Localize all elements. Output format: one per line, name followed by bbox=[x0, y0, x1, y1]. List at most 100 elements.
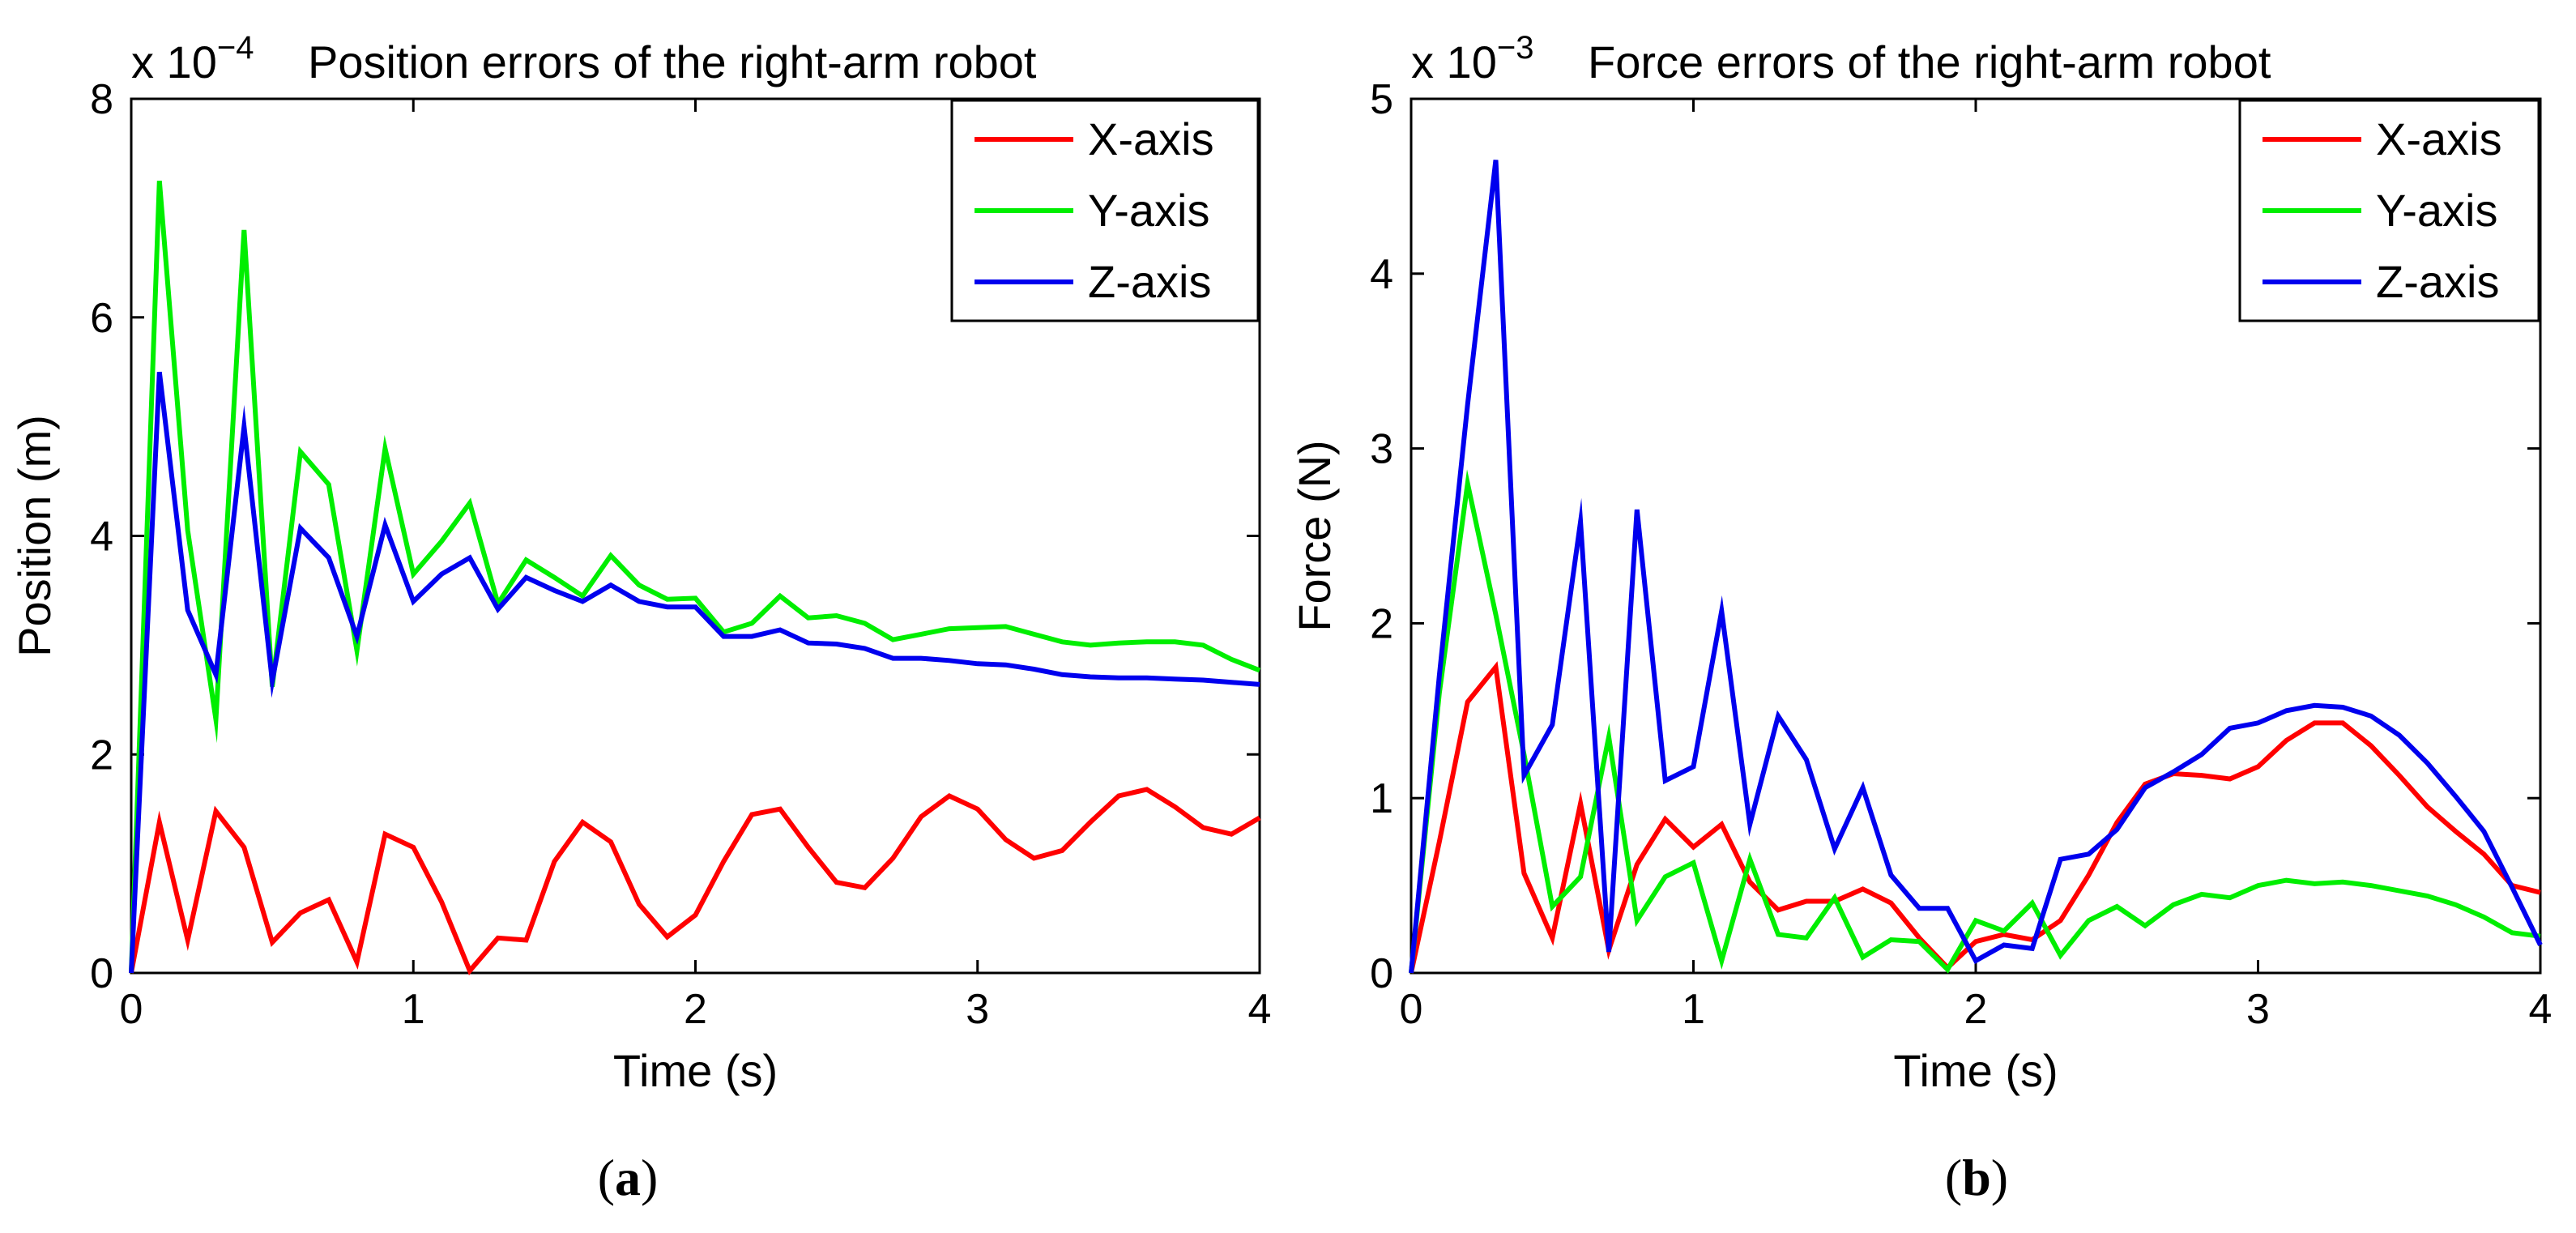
data-point-x-axis bbox=[1203, 827, 1204, 828]
data-point-z-axis bbox=[1750, 824, 1751, 825]
series-line-y-axis bbox=[129, 180, 1261, 974]
panel-label-close-paren: ) bbox=[1991, 1149, 2008, 1206]
panel-label-open-paren: ( bbox=[1945, 1149, 1962, 1206]
legend: X-axis Y-axis Z-axis bbox=[2238, 99, 2540, 322]
data-point-z-axis bbox=[752, 636, 753, 637]
data-point-x-axis bbox=[977, 808, 978, 809]
data-point-y-axis bbox=[1495, 614, 1496, 615]
chart-title: Position errors of the right-arm robot bbox=[308, 36, 1037, 87]
data-point-y-axis bbox=[1609, 736, 1610, 737]
data-point-z-axis bbox=[1609, 952, 1610, 953]
data-point-x-axis bbox=[272, 942, 273, 943]
data-point-z-axis bbox=[2088, 854, 2089, 855]
data-point-z-axis bbox=[780, 629, 781, 630]
data-point-y-axis bbox=[2512, 932, 2513, 933]
data-point-z-axis bbox=[723, 636, 724, 637]
data-point-x-axis bbox=[582, 821, 583, 822]
data-point-x-axis bbox=[1005, 839, 1006, 840]
data-point-x-axis bbox=[2060, 920, 2061, 921]
data-point-z-axis bbox=[2370, 715, 2371, 716]
data-point-z-axis bbox=[582, 601, 583, 602]
data-point-z-axis bbox=[187, 610, 188, 611]
data-point-z-axis bbox=[1778, 715, 1779, 716]
y-tick-label: 4 bbox=[90, 514, 113, 561]
series-line-z-axis bbox=[1409, 160, 2543, 974]
data-point-y-axis bbox=[1976, 920, 1977, 921]
data-point-x-axis bbox=[215, 811, 216, 812]
data-point-x-axis bbox=[1919, 937, 1920, 938]
data-point-y-axis bbox=[1203, 645, 1204, 646]
data-point-z-axis bbox=[1580, 522, 1581, 523]
data-point-x-axis bbox=[328, 899, 329, 900]
data-point-z-axis bbox=[1552, 724, 1553, 725]
data-point-x-axis bbox=[497, 937, 498, 938]
data-point-y-axis bbox=[300, 451, 301, 452]
x-axis-label: Time (s) bbox=[613, 1045, 778, 1096]
data-point-z-axis bbox=[1721, 611, 1722, 612]
data-point-z-axis bbox=[215, 674, 216, 675]
legend: X-axis Y-axis Z-axis bbox=[950, 99, 1260, 322]
data-point-x-axis bbox=[1636, 864, 1637, 865]
y-multiplier-base: x 10 bbox=[1411, 36, 1497, 87]
data-point-z-axis bbox=[864, 648, 865, 649]
data-point-z-axis bbox=[2455, 796, 2456, 797]
data-point-y-axis bbox=[2145, 925, 2146, 926]
data-point-x-axis bbox=[836, 882, 837, 883]
data-point-x-axis bbox=[2088, 875, 2089, 876]
data-point-y-axis bbox=[638, 585, 639, 586]
data-point-y-axis bbox=[864, 623, 865, 624]
x-tick-label: 0 bbox=[120, 986, 143, 1033]
data-point-y-axis bbox=[695, 598, 696, 599]
data-point-x-axis bbox=[780, 808, 781, 809]
data-point-x-axis bbox=[752, 814, 753, 815]
data-point-x-axis bbox=[1750, 881, 1751, 882]
data-point-z-axis bbox=[1524, 775, 1525, 776]
data-point-y-axis bbox=[977, 627, 978, 628]
data-point-z-axis bbox=[413, 601, 414, 602]
legend-label: X-axis bbox=[1088, 113, 1214, 164]
y-tick-label: 3 bbox=[1370, 426, 1393, 473]
legend-label: Y-axis bbox=[1088, 185, 1209, 236]
data-point-z-axis bbox=[977, 663, 978, 664]
data-point-y-axis bbox=[1693, 863, 1694, 864]
y-multiplier: x 10−4 bbox=[131, 30, 254, 87]
data-point-y-axis bbox=[1090, 645, 1091, 646]
legend-label: Z-axis bbox=[2376, 256, 2499, 307]
data-point-x-axis bbox=[723, 861, 724, 862]
data-point-z-axis bbox=[2343, 707, 2344, 708]
data-point-x-axis bbox=[554, 861, 555, 862]
data-point-z-axis bbox=[469, 557, 470, 558]
y-axis-label: Force (N) bbox=[1289, 440, 1340, 631]
data-point-y-axis bbox=[611, 555, 612, 556]
data-point-x-axis bbox=[1862, 889, 1863, 890]
y-tick-label: 8 bbox=[90, 76, 113, 123]
chart-title: Force errors of the right-arm robot bbox=[1588, 36, 2271, 87]
panel-label: (a) bbox=[598, 1149, 659, 1206]
data-point-x-axis bbox=[2145, 783, 2146, 784]
data-point-y-axis bbox=[752, 623, 753, 624]
data-point-z-axis bbox=[1062, 674, 1063, 675]
data-point-y-axis bbox=[526, 560, 527, 561]
data-point-x-axis bbox=[2286, 740, 2287, 741]
data-point-y-axis bbox=[1005, 626, 1006, 627]
data-point-x-axis bbox=[1524, 873, 1525, 874]
series-line-x-axis bbox=[129, 787, 1261, 975]
data-point-z-axis bbox=[526, 577, 527, 578]
data-point-x-axis bbox=[638, 904, 639, 905]
data-point-x-axis bbox=[2427, 807, 2428, 808]
data-point-x-axis bbox=[864, 887, 865, 888]
legend-label: Z-axis bbox=[1088, 256, 1211, 307]
data-point-x-axis bbox=[2003, 934, 2004, 935]
y-tick-label: 2 bbox=[90, 732, 113, 779]
data-point-z-axis bbox=[385, 525, 386, 526]
data-point-y-axis bbox=[554, 577, 555, 578]
data-point-z-axis bbox=[1118, 677, 1119, 678]
series-line-z-axis bbox=[129, 371, 1260, 974]
data-point-y-axis bbox=[187, 530, 188, 531]
data-point-x-axis bbox=[1580, 803, 1581, 804]
y-tick-label: 0 bbox=[1370, 950, 1393, 997]
data-point-y-axis bbox=[2060, 955, 2061, 956]
y-tick-label: 0 bbox=[90, 950, 113, 997]
x-tick-label: 4 bbox=[1248, 986, 1272, 1033]
